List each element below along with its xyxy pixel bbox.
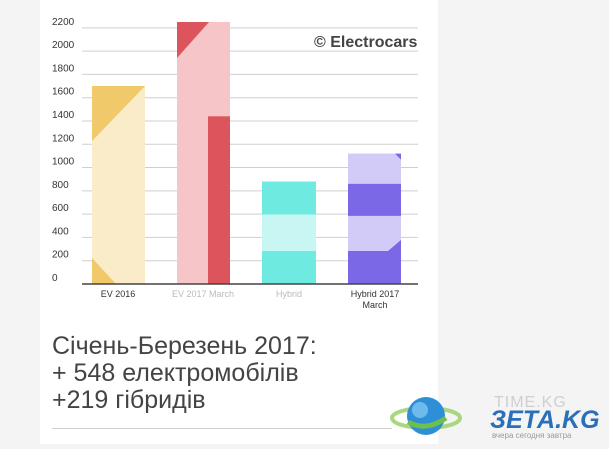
category-labels: EV 2016 EV 2017 March Hybrid Hybrid 2017Mar… [101,289,400,310]
bar-hybrid-accent-top [262,181,316,215]
y-tick-label: 1400 [52,110,75,121]
y-tick-label: 1600 [52,87,75,98]
divider [52,428,392,429]
bar-hybrid-2017-accent-bottom [348,240,401,284]
bar-hybrid-accent-bottom [262,251,316,284]
y-tick-label: 800 [52,180,69,191]
y-tick-label: 0 [52,273,58,284]
y-tick-label: 2200 [52,17,75,28]
headline-line-1: Січень-Березень 2017: [52,332,317,360]
y-tick-label: 1000 [52,157,75,168]
category-label: Hybrid 2017 [351,289,400,299]
chart-credit: © Electrocars [314,34,418,51]
site-watermark: TIME.KG ЗЕТА.KG вчера сегодня завтра [386,388,609,444]
bar-chart: 0 200 400 600 800 1000 1200 1400 1600 1800 2000 220… [52,17,418,310]
y-tick-label: 1200 [52,133,75,144]
bar-ev-2016-accent-bottom [92,258,116,284]
watermark-brand: ЗЕТА.KG [490,406,600,434]
y-tick-labels: 0 200 400 600 800 1000 1200 1400 1600 1800 2000 220… [52,17,75,284]
bar-ev-2016-accent [92,86,145,142]
headline-line-2: + 548 електромобілів [52,359,299,387]
bar-ev-2017-march [208,116,230,284]
bar-ev-2017-accent [177,22,209,58]
bar-layer [92,22,401,285]
y-tick-label: 1800 [52,63,75,74]
headline: Січень-Березень 2017: + 548 електромобіл… [52,333,432,414]
y-tick-label: 600 [52,203,69,214]
category-label: EV 2016 [101,289,136,299]
category-label: Hybrid [276,289,302,299]
category-label: March [362,300,387,310]
headline-line-3: +219 гібридів [52,386,206,414]
bar-hybrid-2017-corner [395,153,401,160]
category-label: EV 2017 March [172,289,234,299]
y-tick-label: 200 [52,250,69,261]
watermark-tagline: вчера сегодня завтра [492,431,572,440]
y-tick-label: 400 [52,226,69,237]
bar-hybrid-2017-march [348,183,401,216]
globe-logo-icon [390,397,462,435]
watermark-ghost-text: TIME.KG [494,394,567,411]
y-tick-label: 2000 [52,40,75,51]
